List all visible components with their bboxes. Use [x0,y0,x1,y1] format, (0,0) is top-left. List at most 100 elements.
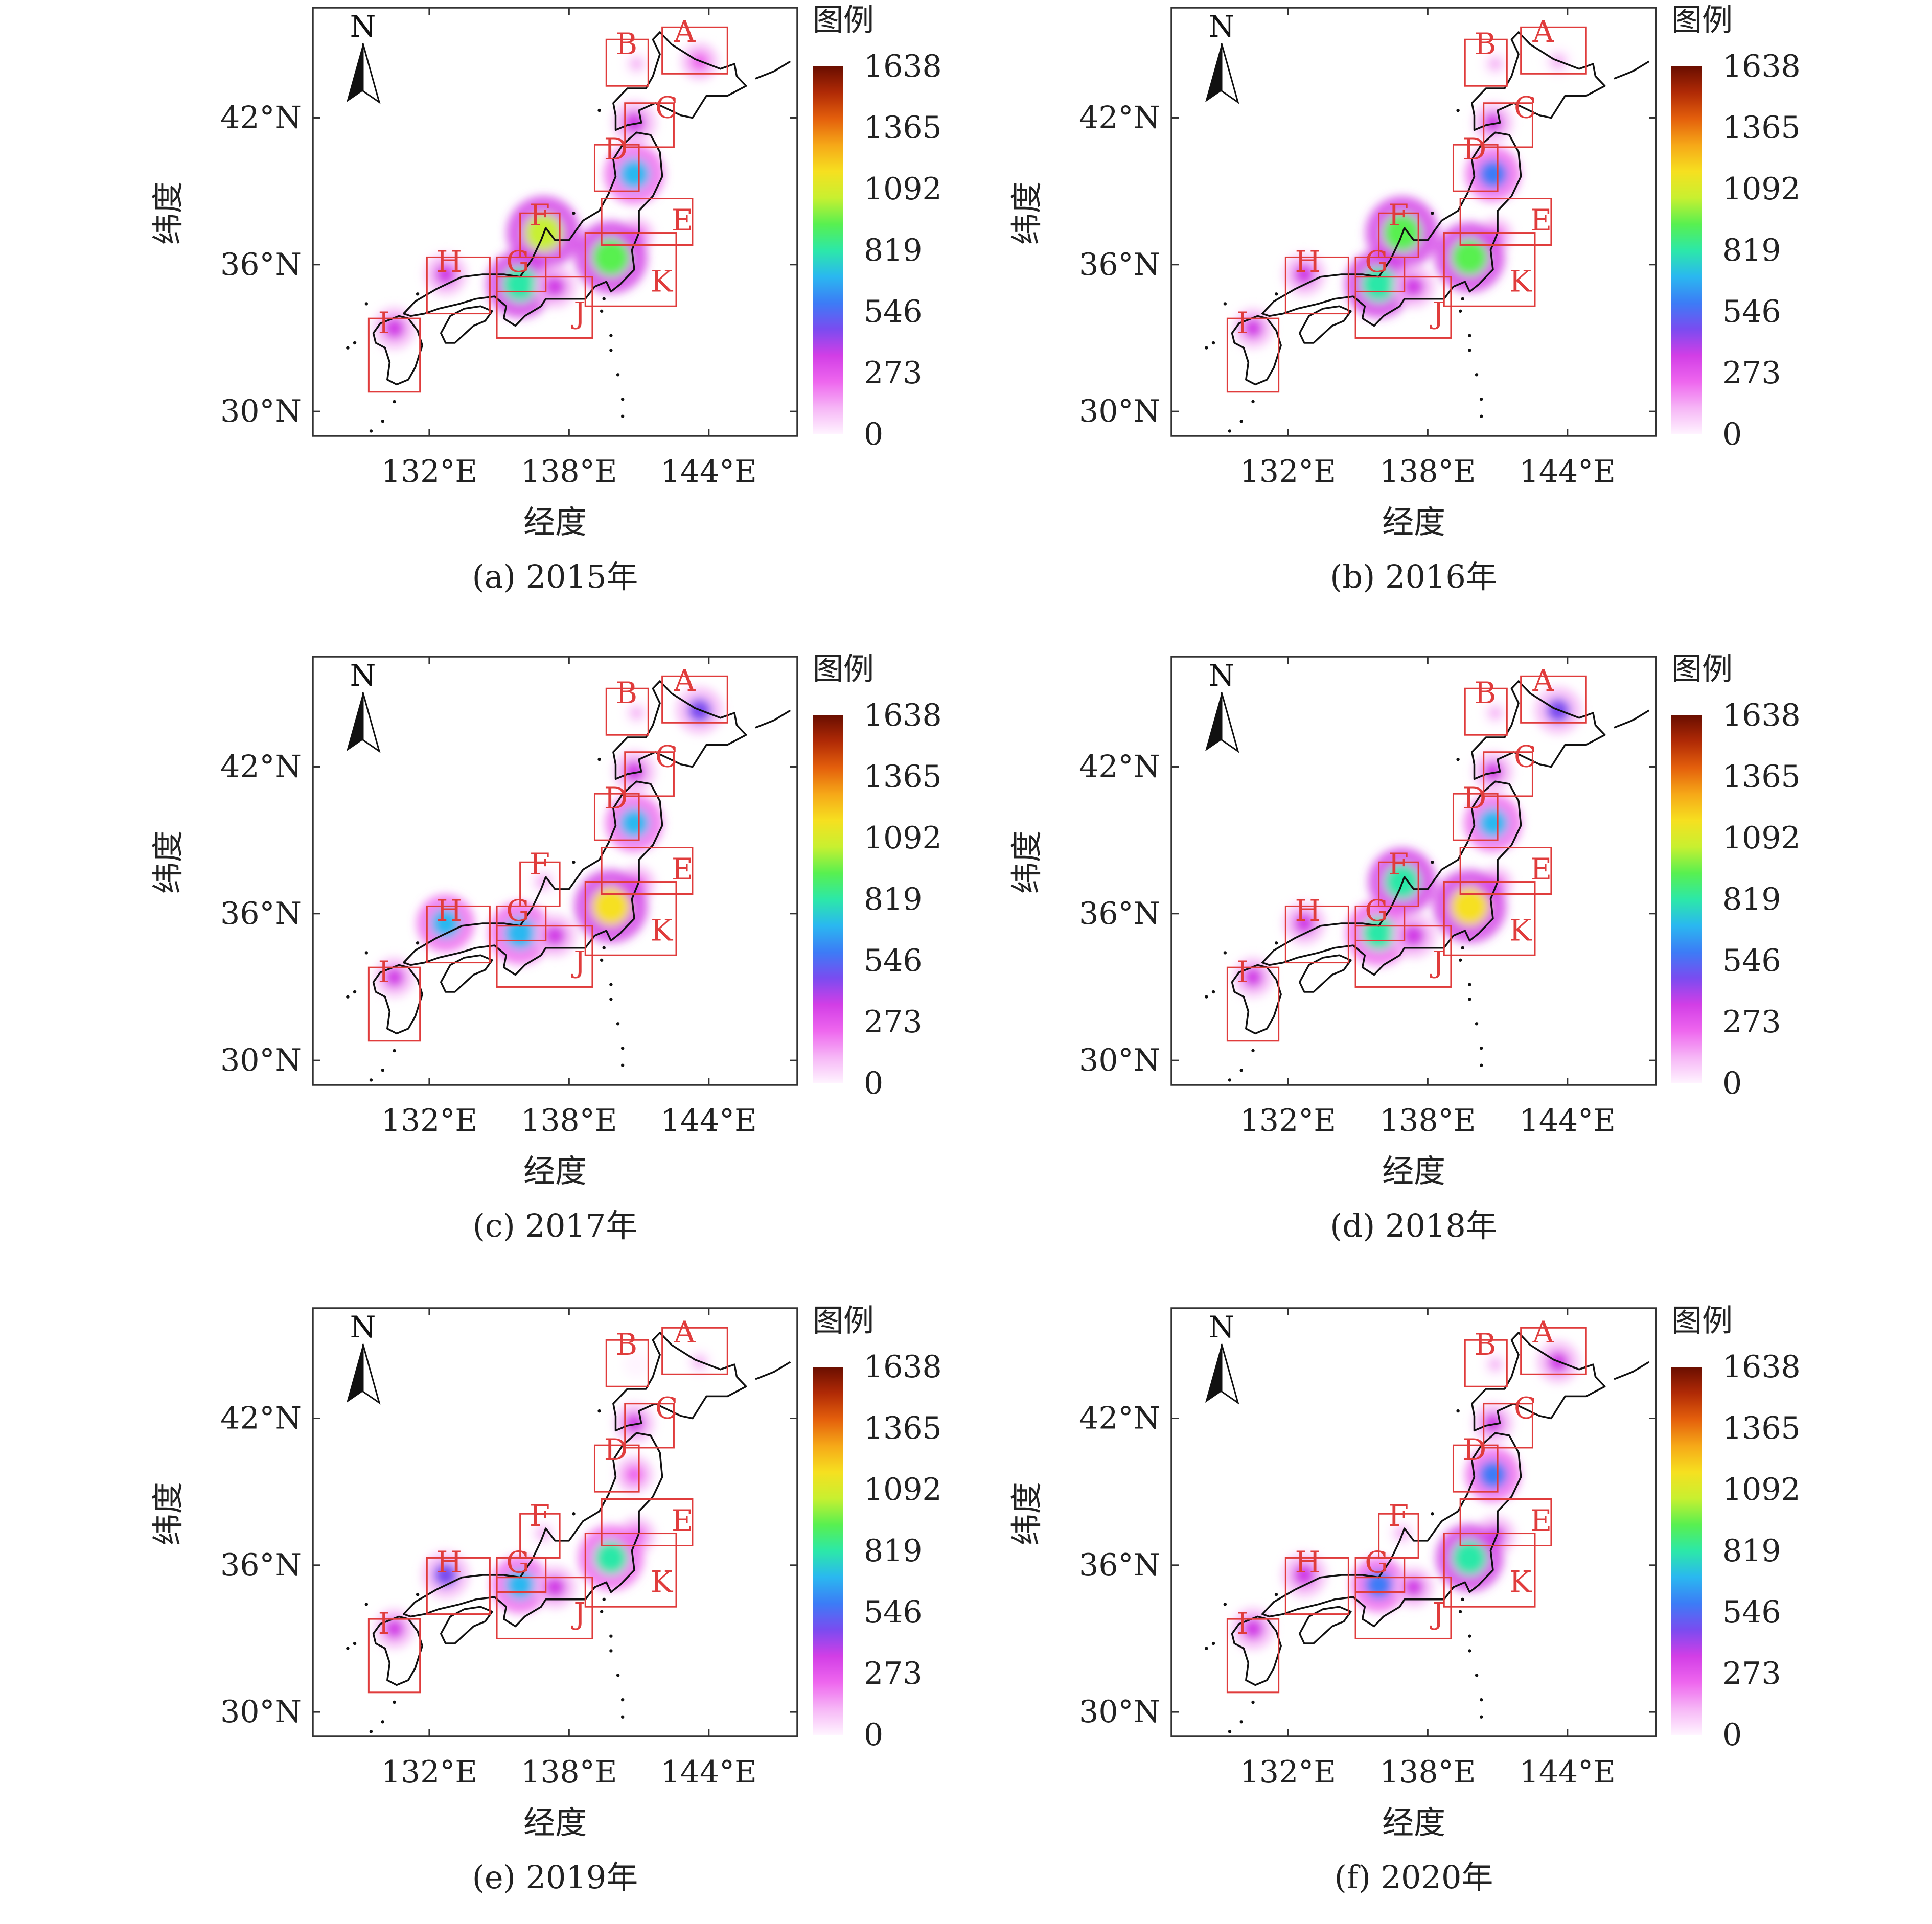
heat-core-I [383,317,405,339]
region-box-E [601,847,694,895]
compass-label: N [350,1310,376,1345]
colorbar [813,66,843,434]
y-tick-label: 30°N [1079,1694,1160,1730]
colorbar-tick-label: 1092 [1722,820,1801,856]
y-axis-label: 纬度 [1008,181,1045,245]
colorbar [1671,715,1702,1083]
island-dot [600,1610,604,1613]
region-label-D: D [1463,132,1487,167]
region-label-C: C [1514,739,1536,774]
map-background [1171,1308,1656,1736]
colorbar-tick-label: 819 [1722,233,1781,268]
colorbar-tick-label: 1092 [864,1472,942,1508]
panel-caption: (c) 2017年 [472,1207,638,1244]
colorbar-tick-label: 1638 [1722,698,1801,733]
island-dot [393,400,396,404]
region-box-E [1459,1498,1552,1546]
heat-core-D [619,159,650,190]
island-dot [381,420,384,423]
panel-caption: (a) 2015年 [472,558,638,595]
region-label-B: B [1475,27,1497,61]
heat-core-H [434,264,456,285]
region-box-A [1520,1327,1587,1375]
map-panel-2017: A B C D E F G H I J K N 132°E 138°E 144°E 42°N 36°N 30°N 经… [0,649,942,1272]
heat-core-I [1242,1618,1264,1640]
island-dot [609,349,613,352]
x-tick-label: 132°E [1240,1754,1336,1790]
island-dot [369,429,373,433]
island-dot [1458,309,1462,313]
island-dot [1456,757,1460,761]
region-box-G [496,1557,547,1593]
colorbar-tick-label: 1638 [864,49,942,84]
region-box-K [1443,1533,1536,1608]
y-tick-label: 42°N [220,749,302,784]
y-tick-label: 30°N [220,1042,302,1078]
panel-caption: (f) 2020年 [1334,1859,1493,1896]
coastline-shikoku [1298,954,1352,993]
region-label-H: H [1295,1545,1321,1580]
compass-label: N [350,9,376,44]
map-panel-2020: A B C D E F G H I J K N 132°E 138°E 144°E 42°N 36°N 30°N 经… [859,1301,1801,1924]
map-frame [1170,1307,1657,1737]
region-label-D: D [604,1432,628,1467]
y-tick-label: 30°N [220,1694,302,1730]
island-dot [616,373,620,377]
colorbar-tick-label: 0 [1722,1065,1742,1101]
y-tick-label: 30°N [1079,393,1160,429]
colorbar-tick-label: 546 [864,294,923,330]
island-dot [1274,292,1278,296]
y-tick-label: 42°N [220,1400,302,1436]
island-dot [1228,1078,1232,1082]
region-label-K: K [1509,1564,1532,1599]
island-dot [1468,1634,1471,1638]
map-frame [312,656,798,1086]
region-label-B: B [616,1327,638,1362]
region-label-J: J [571,296,585,331]
colorbar [1671,66,1702,434]
region-box-I [367,966,421,1042]
region-label-I: I [1237,306,1249,340]
colorbar [813,1367,843,1735]
island-dot [1211,990,1215,994]
x-axis-label: 经度 [523,1804,587,1841]
island-dot [1479,1698,1483,1702]
panel-caption: (e) 2019年 [472,1859,638,1896]
region-label-J: J [1430,296,1444,331]
region-label-D: D [604,781,628,816]
island-dot [1228,429,1232,433]
region-label-I: I [378,1606,390,1641]
island-dot [353,990,357,994]
island-dot [1431,861,1434,864]
map-frame [1170,656,1657,1086]
island-dot [1479,1046,1483,1050]
island-dot [369,1730,373,1733]
region-box-C [624,102,675,148]
north-arrow-icon-right [362,692,381,753]
heat-core-K [594,1541,628,1574]
north-arrow-icon-right [1221,692,1239,753]
coastline-kyushu [372,964,423,1035]
region-box-B [605,38,649,87]
region-box-G [1354,256,1406,292]
island-dot [597,1409,601,1413]
north-arrow-icon-right [1221,43,1239,104]
heat-core-C [1483,112,1503,133]
coastline-kuril [755,60,791,80]
island-dot [572,861,576,864]
coastline-honshu [403,131,663,327]
island-dot [1468,349,1471,352]
region-label-G: G [506,244,530,279]
region-label-F: F [530,1498,550,1533]
heat-core-J [544,1577,566,1598]
x-tick-label: 132°E [381,1103,477,1139]
colorbar-tick-label: 819 [1722,1533,1781,1569]
region-box-J [496,276,593,339]
region-label-A: A [673,14,696,49]
y-tick-label: 42°N [220,100,302,135]
region-label-I: I [378,955,390,989]
map-frame [312,7,798,437]
